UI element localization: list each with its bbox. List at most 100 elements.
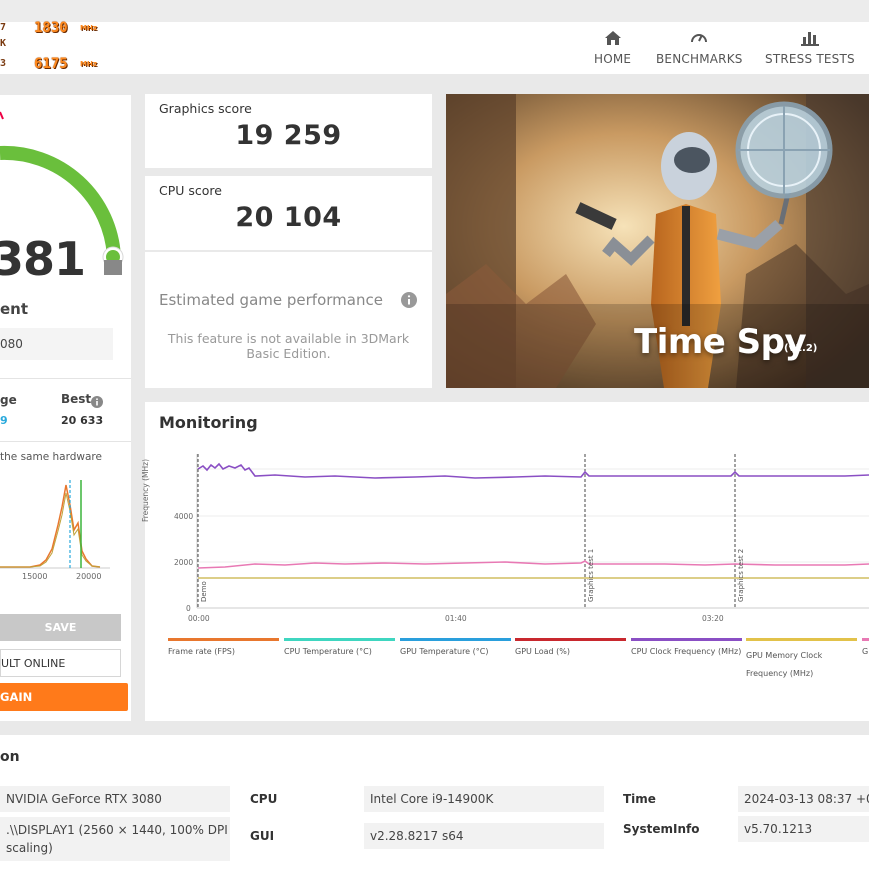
legend-label[interactable]: Frame rate (FPS) [168,647,236,656]
gauge-arc [0,145,121,258]
y-tick: 4000 [174,512,194,521]
gpu-name-label: 080 [0,337,23,351]
average-value: 9 [0,414,8,427]
systeminfo-value-cell: v5.70.1213 [738,816,869,842]
display-value-cell: .\\DISPLAY1 (2560 × 1440, 100% DPI scali… [0,817,230,861]
cpu-value: Intel Core i9-14900K [370,792,494,806]
nav-benchmarks-label: BENCHMARKS [656,52,743,66]
run-again-label: GAIN [0,690,33,704]
osd-core-unit: MHz [80,24,97,32]
benchmark-version: (v1.2) [784,343,818,354]
osd-row-mem: 3 6175 MHz [0,56,100,74]
cpu-score-label: CPU score [159,183,222,198]
legend-label[interactable]: GPU Temperature (°C) [400,647,489,656]
x-tick: 01:40 [445,614,467,623]
system-information-panel: on NVIDIA GeForce RTX 3080 .\\DISPLAY1 (… [0,735,869,869]
graphics-score-label: Graphics score [159,101,252,116]
save-button-label: SAVE [44,621,77,634]
red-marker [0,111,4,120]
gauge-icon [690,28,708,48]
legend-label[interactable]: GPU Memory Clock Frequency (MHz) [746,651,823,678]
osd-glyph: K [0,38,7,49]
time-value-cell: 2024-03-13 08:37 +09: [738,786,869,812]
display-value: .\\DISPLAY1 (2560 × 1440, 100% DPI [6,823,228,837]
divider [0,441,131,442]
nav-stress-tests[interactable]: STRESS TESTS [765,28,855,66]
display-value-cont: scaling) [6,841,53,855]
app-header [0,22,869,74]
nav-home-label: HOME [594,52,632,66]
time-value: 2024-03-13 08:37 +09: [744,792,869,806]
view-result-online-button[interactable]: ULT ONLINE [0,649,121,677]
view-result-online-label: ULT ONLINE [1,657,66,670]
legend-swatch [515,638,626,641]
benchmark-hero-image: Time Spy (v1.2) [446,94,869,388]
osd-glyph: 3 [0,58,7,69]
legend-swatch [400,638,511,641]
dist-tick: 15000 [22,572,48,581]
save-button[interactable]: SAVE [0,614,121,641]
bar-chart-icon [800,28,819,48]
marker-label-graphics-test-1: Graphics test 1 [587,548,595,602]
systeminfo-key: SystemInfo [623,822,700,836]
score-gauge [0,111,124,275]
osd-glyph: 7 [0,22,7,33]
gui-value-cell: v2.28.8217 s64 [364,823,604,849]
result-summary-panel: 381 ent 080 ge 9 Best 20 633 the same ha… [0,95,131,721]
gpu-value: NVIDIA GeForce RTX 3080 [6,792,162,806]
y-tick: 0 [186,604,191,613]
graphics-score-card: Graphics score 19 259 [145,94,432,168]
series-gpu-clock [197,560,869,569]
legend-label[interactable]: G [862,647,869,656]
gpu-name-pill: 080 [0,328,113,360]
marker-label-graphics-test-2: Graphics test 2 [737,548,745,602]
legend-label[interactable]: GPU Load (%) [515,647,570,656]
osd-row-mid: K [0,38,100,56]
gui-key: GUI [250,829,275,843]
overall-score: 381 [0,232,86,286]
x-tick: 03:20 [702,614,724,623]
dist-tick: 20000 [76,572,102,581]
nav-home[interactable]: HOME [594,28,631,66]
cpu-score-value: 20 104 [235,202,342,233]
hardware-osd-overlay: 7 1830 MHz K 3 6175 MHz [0,18,100,76]
dist-curve-yellow [0,492,101,568]
best-value: 20 633 [61,414,104,427]
nav-benchmarks[interactable]: BENCHMARKS [656,28,743,66]
info-icon[interactable] [91,393,103,412]
system-info-heading: on [0,749,20,765]
info-icon[interactable] [401,292,417,312]
same-hardware-caption: the same hardware [0,451,102,463]
osd-core-clock: 1830 [34,20,68,36]
best-label: Best [61,392,92,406]
run-again-button[interactable]: GAIN [0,683,128,711]
nav-stress-tests-label: STRESS TESTS [765,52,855,66]
gauge-knob-stem [104,260,122,275]
osd-mem-clock: 6175 [34,56,68,72]
rating-label: ent [0,300,29,318]
legend-swatch [746,638,857,641]
cpu-score-card: CPU score 20 104 [145,176,432,250]
osd-row-core: 7 1830 MHz [0,20,100,38]
top-strip [0,0,869,22]
home-icon [604,28,622,48]
time-spy-artwork [446,94,869,388]
benchmark-title: Time Spy [634,322,807,362]
gui-value: v2.28.8217 s64 [370,829,464,843]
legend-label[interactable]: CPU Temperature (°C) [284,647,372,656]
legend-swatch [631,638,742,641]
osd-mem-unit: MHz [80,60,97,68]
legend-label[interactable]: CPU Clock Frequency (MHz) [631,647,742,656]
score-distribution-chart [0,480,110,569]
marker-label-demo: Demo [200,581,208,602]
legend-swatch [284,638,395,641]
estimated-game-performance-card: Estimated game performance This feature … [145,252,432,388]
gpu-value-cell: NVIDIA GeForce RTX 3080 [0,786,230,812]
monitoring-panel: Monitoring Frequency (MHz) 0 2000 4000 0… [141,402,869,721]
estimated-title: Estimated game performance [159,291,383,309]
y-axis-label: Frequency (MHz) [141,458,150,522]
time-key: Time [623,792,656,806]
graphics-score-value: 19 259 [235,120,342,151]
average-label: ge [0,393,17,407]
legend-swatch [168,638,279,641]
